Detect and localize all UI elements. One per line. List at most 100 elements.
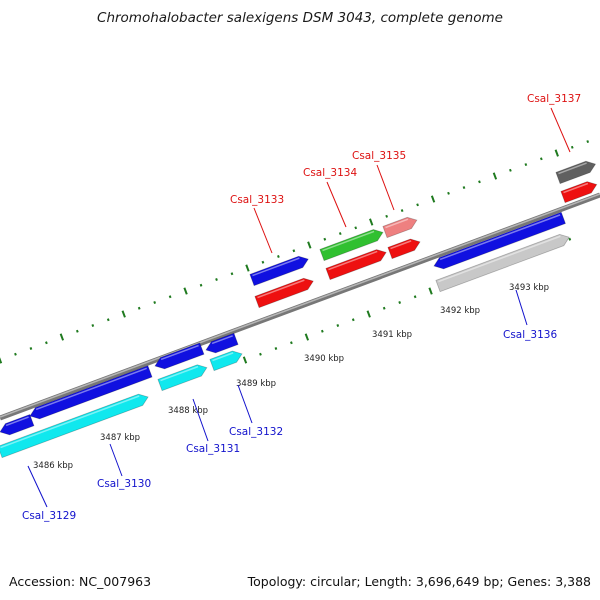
tick-minor: [336, 324, 340, 327]
gene-arrow-csal-3133-bottom-body: [254, 277, 314, 309]
gene-label-csal-3133: Csal_3133: [230, 194, 284, 206]
accession-text: Accession: NC_007963: [9, 574, 152, 589]
gene-arrow-csal-3132-top: [205, 332, 239, 354]
gene-arrow-csal-3131-top-body: [154, 342, 205, 370]
map-title: Chromohalobacter salexigens DSM 3043, co…: [97, 10, 503, 26]
gene-arrow-csal-3135-bottom-sheen: [390, 240, 412, 250]
backbone-highlight: [0, 193, 600, 418]
gene-arrow-csal-3131-top: [154, 342, 205, 370]
gene-label-csal-3136: Csal_3136: [503, 329, 557, 341]
tick-major: [0, 357, 3, 364]
gene-arrow-csal-3135-bottom: [387, 238, 421, 260]
tick-major: [183, 287, 188, 295]
gene-label-csal-3129: Csal_3129: [22, 510, 76, 522]
tick-minor: [385, 214, 389, 218]
tick-minor: [413, 295, 417, 299]
gene-arrow-csal-3132-bottom-sheen: [212, 352, 234, 362]
gene-arrow-csal-3132-bottom: [209, 350, 243, 372]
tick-minor: [153, 301, 157, 304]
gene-arrow-csal-3134-bottom-sheen: [328, 250, 378, 271]
tick-major: [242, 356, 248, 364]
leader-line-csal-3135: [376, 164, 395, 211]
tick-minor: [259, 352, 262, 356]
gene-arrow-csal-3136-bottom: [435, 233, 570, 293]
gene-label-csal-3132: Csal_3132: [229, 426, 283, 438]
gene-arrow-csal-3130-bottom: [0, 393, 149, 459]
gene-arrow-csal-3137-top-sheen: [558, 162, 587, 175]
gene-arrow-csal-3137-top: [555, 160, 597, 185]
gene-label-csal-3135: Csal_3135: [352, 150, 406, 162]
tick-minor: [478, 180, 481, 184]
gene-arrow-csal-3134-top: [319, 229, 384, 262]
kbp-label: 3492 kbp: [440, 306, 480, 316]
leader-line-csal-3129: [27, 465, 48, 508]
kbp-label: 3488 kbp: [168, 406, 208, 416]
gene-arrow-csal-3133-top-sheen: [252, 257, 300, 277]
tick-minor: [292, 249, 296, 253]
gene-arrow-csal-3136-bottom-body: [435, 233, 570, 293]
gene-arrow-csal-3134-top-sheen: [322, 230, 375, 252]
backbone-line: [0, 192, 600, 421]
gene-arrow-csal-3130-top: [29, 365, 153, 420]
gene-label-csal-3137: Csal_3137: [527, 93, 581, 105]
tick-minor: [398, 301, 402, 304]
gene-arrow-csal-3133-top: [249, 255, 309, 287]
tick-minor: [323, 237, 327, 241]
leader-line-csal-3133: [253, 207, 273, 254]
gene-arrow-csal-3136-top-sheen: [439, 214, 561, 261]
tick-major: [492, 172, 498, 180]
gene-arrow-csal-3129-top-sheen: [5, 416, 29, 427]
gene-arrow-csal-3137-top-body: [555, 160, 597, 185]
gene-arrow-csal-3133-bottom-sheen: [257, 279, 305, 299]
tick-minor: [230, 272, 234, 276]
gene-arrow-csal-3130-top-sheen: [35, 367, 147, 411]
gene-arrow-csal-3137-bottom: [560, 181, 598, 204]
tick-major: [366, 310, 371, 318]
tick-minor: [168, 295, 172, 299]
kbp-label: 3489 kbp: [236, 379, 276, 389]
tick-major: [59, 333, 65, 341]
tick-minor: [351, 318, 355, 322]
gene-arrow-csal-3131-bottom: [157, 364, 208, 392]
leader-line-csal-3131: [192, 398, 209, 442]
gene-arrow-csal-3137-bottom-body: [560, 181, 598, 204]
gene-arrow-csal-3135-top-sheen: [385, 218, 409, 229]
tick-minor: [447, 191, 450, 195]
tick-minor: [261, 260, 265, 264]
gene-arrow-csal-3134-bottom-body: [325, 249, 387, 281]
tick-minor: [277, 255, 280, 259]
tick-minor: [416, 203, 419, 207]
tick-minor: [462, 186, 466, 190]
tick-minor: [539, 157, 543, 161]
tick-minor: [75, 329, 79, 333]
gene-arrow-csal-3136-top-body: [433, 211, 566, 270]
gene-arrow-csal-3130-top-body: [29, 365, 153, 420]
gene-arrow-csal-3135-top-body: [382, 216, 418, 239]
kbp-label: 3491 kbp: [372, 330, 412, 340]
tick-minor: [338, 232, 342, 236]
gene-arrow-csal-3131-bottom-body: [157, 364, 208, 392]
tick-minor: [509, 168, 512, 172]
tick-major: [369, 218, 374, 226]
gene-label-csal-3131: Csal_3131: [186, 443, 240, 455]
tick-minor: [29, 347, 33, 350]
kbp-label: 3487 kbp: [100, 433, 140, 443]
leader-line-csal-3132: [237, 384, 253, 424]
gene-label-csal-3134: Csal_3134: [303, 167, 357, 179]
tick-minor: [586, 140, 590, 144]
gene-arrow-csal-3136-bottom-sheen: [438, 235, 561, 283]
tick-minor: [45, 341, 48, 345]
gene-arrow-csal-3129-top-body: [0, 414, 35, 436]
tick-major: [428, 287, 433, 295]
tick-minor: [137, 306, 141, 310]
leader-line-csal-3136: [515, 289, 528, 326]
gene-arrow-csal-3131-top-sheen: [160, 344, 199, 361]
leader-line-csal-3134: [326, 181, 347, 228]
tick-minor: [199, 283, 203, 287]
tick-minor: [14, 352, 17, 356]
gene-arrow-csal-3135-bottom-body: [387, 238, 421, 260]
gene-arrow-csal-3132-top-sheen: [211, 335, 233, 345]
gene-label-csal-3130: Csal_3130: [97, 478, 151, 490]
gene-arrow-csal-3136-top: [433, 211, 566, 270]
